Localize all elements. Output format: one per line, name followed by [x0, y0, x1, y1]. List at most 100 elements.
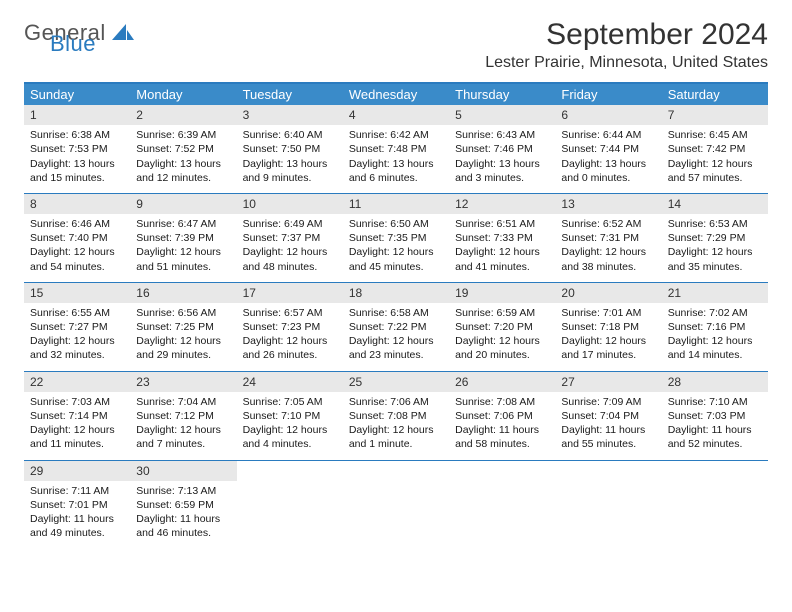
day-body: Sunrise: 6:51 AMSunset: 7:33 PMDaylight:… [449, 214, 555, 282]
sunrise-text: Sunrise: 7:13 AM [136, 484, 230, 498]
daylight-text: Daylight: 12 hours and 17 minutes. [561, 334, 655, 362]
day-cell: 29Sunrise: 7:11 AMSunset: 7:01 PMDayligh… [24, 461, 130, 549]
sunrise-text: Sunrise: 6:42 AM [349, 128, 443, 142]
day-header-saturday: Saturday [662, 84, 768, 105]
daylight-text: Daylight: 13 hours and 9 minutes. [243, 157, 337, 185]
daylight-text: Daylight: 12 hours and 35 minutes. [668, 245, 762, 273]
daylight-text: Daylight: 13 hours and 6 minutes. [349, 157, 443, 185]
day-header-tuesday: Tuesday [237, 84, 343, 105]
daylight-text: Daylight: 11 hours and 49 minutes. [30, 512, 124, 540]
day-body: Sunrise: 6:52 AMSunset: 7:31 PMDaylight:… [555, 214, 661, 282]
day-header-wednesday: Wednesday [343, 84, 449, 105]
sunrise-text: Sunrise: 7:09 AM [561, 395, 655, 409]
sunset-text: Sunset: 7:25 PM [136, 320, 230, 334]
day-body: Sunrise: 6:53 AMSunset: 7:29 PMDaylight:… [662, 214, 768, 282]
sunrise-text: Sunrise: 6:57 AM [243, 306, 337, 320]
day-body: Sunrise: 7:02 AMSunset: 7:16 PMDaylight:… [662, 303, 768, 371]
day-number: 4 [343, 105, 449, 125]
day-number: 11 [343, 194, 449, 214]
day-number: 26 [449, 372, 555, 392]
day-cell: .. [662, 461, 768, 549]
sunrise-text: Sunrise: 6:49 AM [243, 217, 337, 231]
sunset-text: Sunset: 7:22 PM [349, 320, 443, 334]
daylight-text: Daylight: 12 hours and 7 minutes. [136, 423, 230, 451]
day-cell: 25Sunrise: 7:06 AMSunset: 7:08 PMDayligh… [343, 372, 449, 460]
sunset-text: Sunset: 7:14 PM [30, 409, 124, 423]
sunset-text: Sunset: 7:50 PM [243, 142, 337, 156]
day-number: 7 [662, 105, 768, 125]
sunrise-text: Sunrise: 6:40 AM [243, 128, 337, 142]
month-title: September 2024 [485, 18, 768, 52]
sunset-text: Sunset: 7:01 PM [30, 498, 124, 512]
day-number: 13 [555, 194, 661, 214]
daylight-text: Daylight: 12 hours and 48 minutes. [243, 245, 337, 273]
daylight-text: Daylight: 12 hours and 57 minutes. [668, 157, 762, 185]
day-body: Sunrise: 6:40 AMSunset: 7:50 PMDaylight:… [237, 125, 343, 193]
day-number: 24 [237, 372, 343, 392]
sunrise-text: Sunrise: 6:46 AM [30, 217, 124, 231]
day-number: 23 [130, 372, 236, 392]
daylight-text: Daylight: 11 hours and 52 minutes. [668, 423, 762, 451]
day-body: Sunrise: 6:39 AMSunset: 7:52 PMDaylight:… [130, 125, 236, 193]
sunrise-text: Sunrise: 7:10 AM [668, 395, 762, 409]
day-number: 15 [24, 283, 130, 303]
day-header-friday: Friday [555, 84, 661, 105]
day-number: 20 [555, 283, 661, 303]
day-body: Sunrise: 7:04 AMSunset: 7:12 PMDaylight:… [130, 392, 236, 460]
day-cell: 8Sunrise: 6:46 AMSunset: 7:40 PMDaylight… [24, 194, 130, 282]
day-number: 30 [130, 461, 236, 481]
sunrise-text: Sunrise: 6:45 AM [668, 128, 762, 142]
day-cell: 18Sunrise: 6:58 AMSunset: 7:22 PMDayligh… [343, 283, 449, 371]
daylight-text: Daylight: 12 hours and 41 minutes. [455, 245, 549, 273]
day-cell: .. [555, 461, 661, 549]
header: General Blue September 2024 Lester Prair… [24, 18, 768, 72]
day-header-sunday: Sunday [24, 84, 130, 105]
day-body: Sunrise: 6:43 AMSunset: 7:46 PMDaylight:… [449, 125, 555, 193]
daylight-text: Daylight: 12 hours and 23 minutes. [349, 334, 443, 362]
daylight-text: Daylight: 12 hours and 45 minutes. [349, 245, 443, 273]
day-cell: 16Sunrise: 6:56 AMSunset: 7:25 PMDayligh… [130, 283, 236, 371]
day-number: 8 [24, 194, 130, 214]
sunset-text: Sunset: 7:33 PM [455, 231, 549, 245]
day-body: Sunrise: 6:56 AMSunset: 7:25 PMDaylight:… [130, 303, 236, 371]
week-row: 29Sunrise: 7:11 AMSunset: 7:01 PMDayligh… [24, 460, 768, 549]
day-body: Sunrise: 6:44 AMSunset: 7:44 PMDaylight:… [555, 125, 661, 193]
day-cell: 1Sunrise: 6:38 AMSunset: 7:53 PMDaylight… [24, 105, 130, 193]
day-body: Sunrise: 6:46 AMSunset: 7:40 PMDaylight:… [24, 214, 130, 282]
day-cell: 15Sunrise: 6:55 AMSunset: 7:27 PMDayligh… [24, 283, 130, 371]
sunrise-text: Sunrise: 7:05 AM [243, 395, 337, 409]
day-header-row: SundayMondayTuesdayWednesdayThursdayFrid… [24, 84, 768, 105]
day-cell: .. [343, 461, 449, 549]
daylight-text: Daylight: 11 hours and 46 minutes. [136, 512, 230, 540]
daylight-text: Daylight: 12 hours and 20 minutes. [455, 334, 549, 362]
daylight-text: Daylight: 13 hours and 0 minutes. [561, 157, 655, 185]
sunset-text: Sunset: 7:10 PM [243, 409, 337, 423]
sunrise-text: Sunrise: 7:02 AM [668, 306, 762, 320]
day-body: Sunrise: 6:50 AMSunset: 7:35 PMDaylight:… [343, 214, 449, 282]
sunrise-text: Sunrise: 6:50 AM [349, 217, 443, 231]
day-body: Sunrise: 6:58 AMSunset: 7:22 PMDaylight:… [343, 303, 449, 371]
sunset-text: Sunset: 7:04 PM [561, 409, 655, 423]
day-body: Sunrise: 7:06 AMSunset: 7:08 PMDaylight:… [343, 392, 449, 460]
sunrise-text: Sunrise: 6:44 AM [561, 128, 655, 142]
day-body: Sunrise: 7:11 AMSunset: 7:01 PMDaylight:… [24, 481, 130, 549]
day-header-monday: Monday [130, 84, 236, 105]
sunrise-text: Sunrise: 6:47 AM [136, 217, 230, 231]
logo: General Blue [24, 24, 134, 53]
sunset-text: Sunset: 7:42 PM [668, 142, 762, 156]
day-cell: 28Sunrise: 7:10 AMSunset: 7:03 PMDayligh… [662, 372, 768, 460]
sunset-text: Sunset: 7:48 PM [349, 142, 443, 156]
week-row: 1Sunrise: 6:38 AMSunset: 7:53 PMDaylight… [24, 105, 768, 193]
location: Lester Prairie, Minnesota, United States [485, 54, 768, 72]
daylight-text: Daylight: 12 hours and 32 minutes. [30, 334, 124, 362]
sunset-text: Sunset: 7:44 PM [561, 142, 655, 156]
day-number: 10 [237, 194, 343, 214]
day-body: Sunrise: 6:57 AMSunset: 7:23 PMDaylight:… [237, 303, 343, 371]
title-block: September 2024 Lester Prairie, Minnesota… [485, 18, 768, 72]
day-cell: 21Sunrise: 7:02 AMSunset: 7:16 PMDayligh… [662, 283, 768, 371]
day-number: 3 [237, 105, 343, 125]
day-cell: 11Sunrise: 6:50 AMSunset: 7:35 PMDayligh… [343, 194, 449, 282]
day-number: 2 [130, 105, 236, 125]
daylight-text: Daylight: 11 hours and 58 minutes. [455, 423, 549, 451]
day-body: Sunrise: 6:42 AMSunset: 7:48 PMDaylight:… [343, 125, 449, 193]
